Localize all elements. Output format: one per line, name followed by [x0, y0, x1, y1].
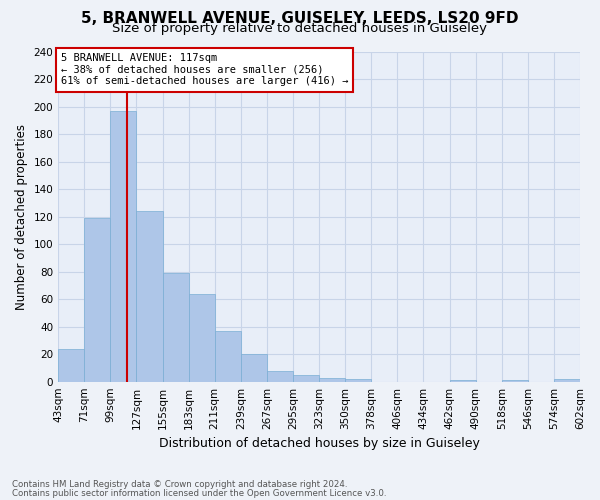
X-axis label: Distribution of detached houses by size in Guiseley: Distribution of detached houses by size …	[158, 437, 479, 450]
Y-axis label: Number of detached properties: Number of detached properties	[15, 124, 28, 310]
Bar	[136, 211, 163, 382]
Bar	[215, 331, 241, 382]
Text: Contains public sector information licensed under the Open Government Licence v3: Contains public sector information licen…	[12, 489, 386, 498]
Bar	[163, 273, 188, 382]
Text: 5 BRANWELL AVENUE: 117sqm
← 38% of detached houses are smaller (256)
61% of semi: 5 BRANWELL AVENUE: 117sqm ← 38% of detac…	[61, 53, 348, 86]
Text: Contains HM Land Registry data © Crown copyright and database right 2024.: Contains HM Land Registry data © Crown c…	[12, 480, 347, 489]
Bar	[267, 370, 293, 382]
Bar	[188, 294, 215, 382]
Text: Size of property relative to detached houses in Guiseley: Size of property relative to detached ho…	[113, 22, 487, 35]
Bar	[345, 379, 371, 382]
Bar	[293, 375, 319, 382]
Bar	[58, 348, 84, 382]
Text: 5, BRANWELL AVENUE, GUISELEY, LEEDS, LS20 9FD: 5, BRANWELL AVENUE, GUISELEY, LEEDS, LS2…	[81, 11, 519, 26]
Bar	[319, 378, 345, 382]
Bar	[449, 380, 476, 382]
Bar	[110, 110, 136, 382]
Bar	[554, 379, 580, 382]
Bar	[502, 380, 528, 382]
Bar	[241, 354, 267, 382]
Bar	[84, 218, 110, 382]
